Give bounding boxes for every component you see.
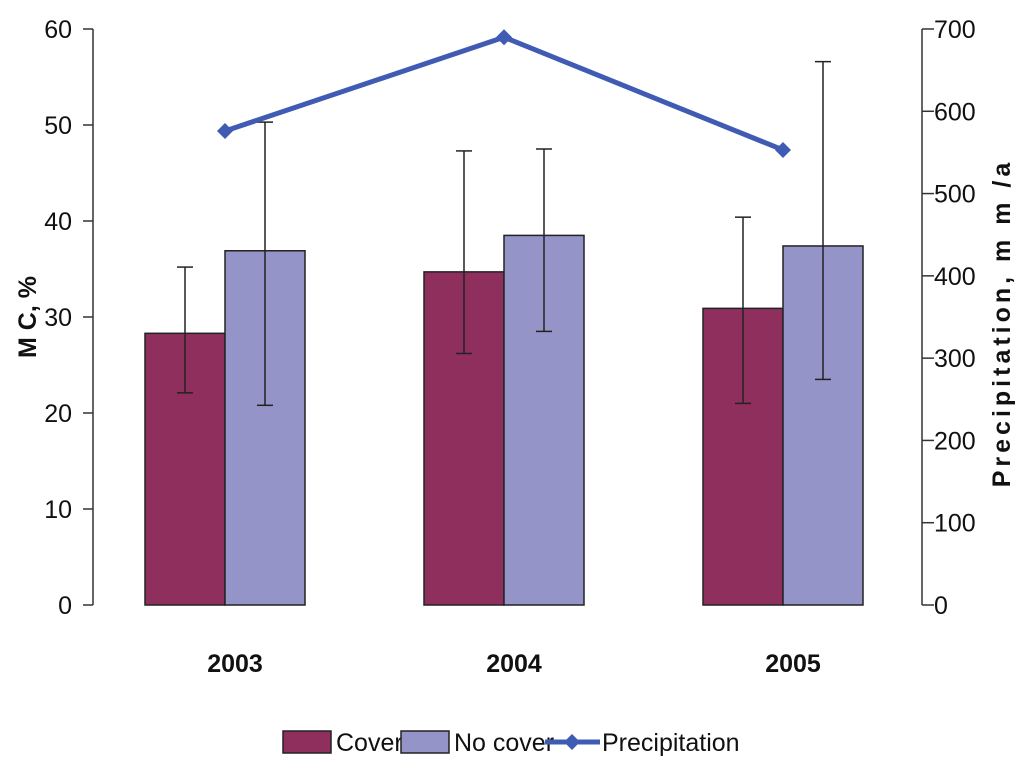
category-label: 2003 (207, 650, 263, 678)
right-axis-title: Precipitation, m m /a (988, 159, 1016, 488)
left-axis-title: M C, % (14, 276, 42, 358)
legend-swatch-no-cover (400, 730, 450, 754)
precipitation-point (496, 29, 512, 46)
legend-swatch-cover (282, 730, 332, 754)
precipitation-line (217, 29, 791, 158)
right-tick-label: 700 (934, 16, 976, 44)
right-tick-label: 500 (934, 181, 976, 209)
category-label: 2005 (765, 650, 821, 678)
error-bars (177, 60, 831, 407)
legend-marker-precipitation (564, 734, 580, 750)
right-tick-label: 0 (934, 592, 948, 620)
precipitation-point (217, 123, 233, 140)
axes (83, 28, 934, 606)
right-tick-label: 600 (934, 98, 976, 126)
right-tick-label: 100 (934, 510, 976, 538)
precipitation-point (775, 141, 791, 158)
legend-label-cover: Cover (336, 729, 403, 757)
right-tick-label: 200 (934, 427, 976, 455)
left-tick-label: 20 (44, 400, 72, 428)
left-tick-label: 0 (58, 592, 72, 620)
right-tick-label: 400 (934, 263, 976, 291)
left-tick-label: 40 (44, 208, 72, 236)
right-tick-label: 300 (934, 345, 976, 373)
left-tick-label: 10 (44, 496, 72, 524)
left-tick-label: 30 (44, 304, 72, 332)
legend: Cover No cover Precipitation (282, 729, 740, 757)
left-tick-label: 50 (44, 112, 72, 140)
precipitation-series-line (224, 34, 784, 153)
legend-label-no-cover: No cover (454, 729, 554, 757)
legend-label-precipitation: Precipitation (602, 729, 740, 757)
category-label: 2004 (486, 650, 542, 678)
bars (144, 234, 864, 606)
left-tick-label: 60 (44, 16, 72, 44)
